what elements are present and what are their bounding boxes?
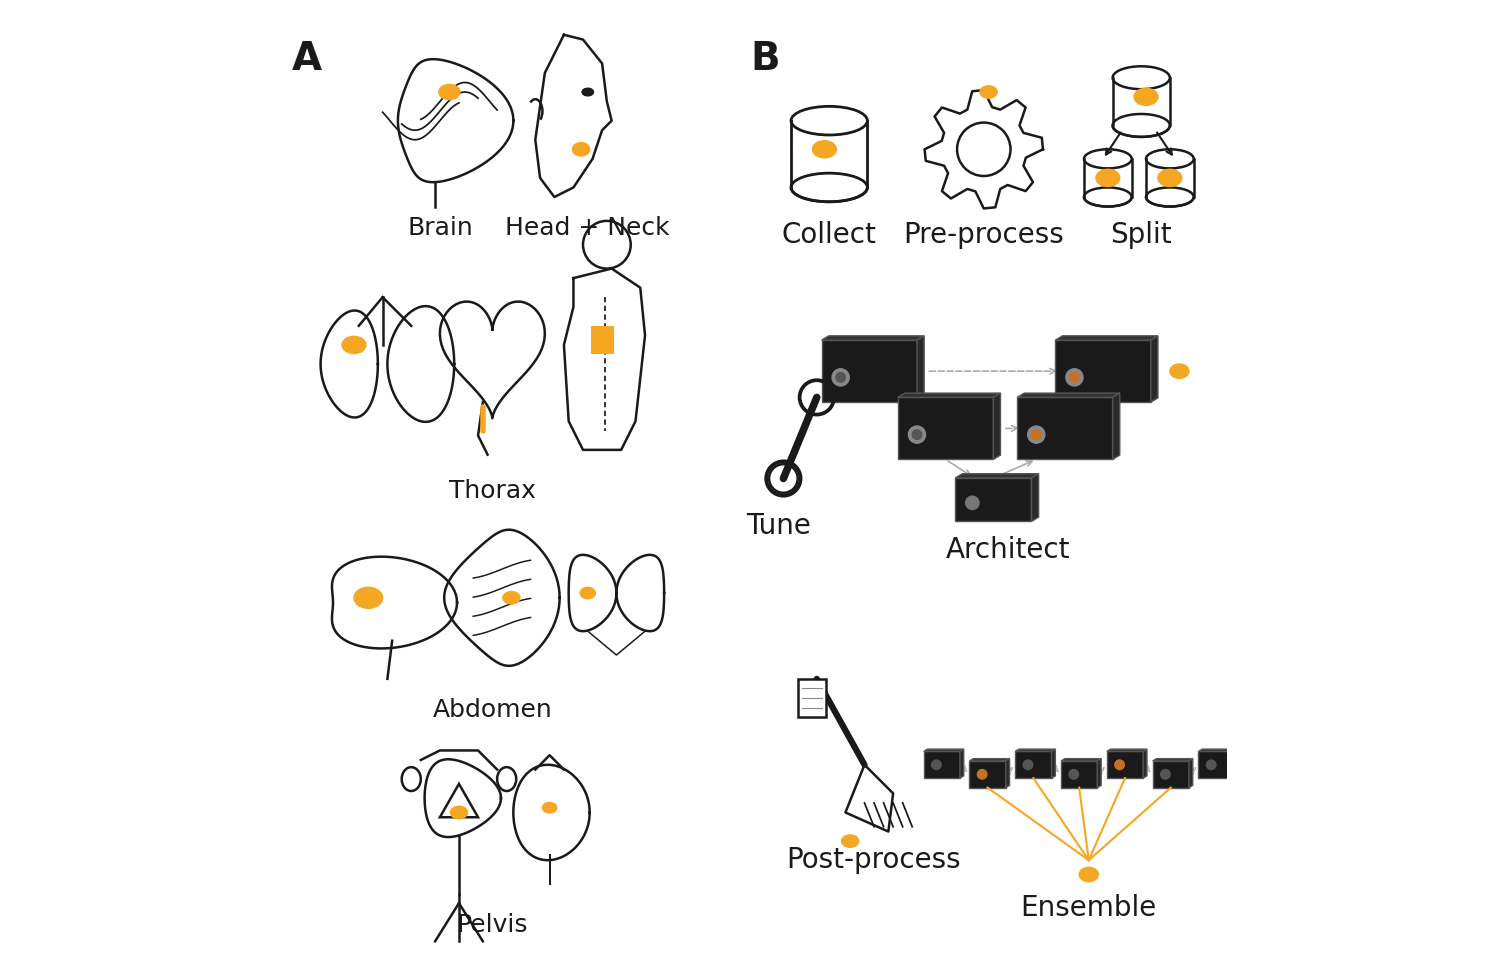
Polygon shape (1052, 749, 1056, 778)
Polygon shape (969, 761, 1005, 788)
Text: Pelvis: Pelvis (456, 913, 528, 937)
Ellipse shape (503, 591, 520, 604)
Text: Abdomen: Abdomen (432, 698, 552, 722)
Bar (591, 325, 613, 354)
Ellipse shape (1158, 169, 1182, 187)
Polygon shape (1016, 749, 1056, 751)
Polygon shape (924, 749, 963, 751)
Ellipse shape (980, 86, 998, 99)
Ellipse shape (1023, 760, 1032, 769)
Polygon shape (1152, 759, 1192, 761)
Text: Architect: Architect (945, 536, 1070, 564)
Text: B: B (750, 39, 780, 78)
Ellipse shape (842, 835, 860, 847)
Ellipse shape (1032, 430, 1041, 439)
Ellipse shape (1070, 372, 1078, 382)
Text: Tune: Tune (746, 512, 812, 540)
Polygon shape (1016, 751, 1052, 778)
Polygon shape (822, 340, 916, 402)
Ellipse shape (354, 588, 382, 609)
Polygon shape (1056, 340, 1150, 402)
Ellipse shape (1114, 760, 1125, 769)
Polygon shape (1017, 397, 1113, 459)
Text: Ensemble: Ensemble (1020, 894, 1156, 922)
Polygon shape (1098, 759, 1101, 788)
Polygon shape (924, 751, 960, 778)
Ellipse shape (573, 143, 590, 156)
Polygon shape (1113, 393, 1120, 459)
Ellipse shape (813, 141, 837, 158)
Text: Split: Split (1110, 221, 1172, 249)
Ellipse shape (440, 84, 460, 100)
Polygon shape (1005, 759, 1010, 788)
Ellipse shape (912, 430, 922, 439)
Ellipse shape (342, 336, 366, 353)
Bar (1084, 159, 1131, 197)
Polygon shape (1150, 336, 1158, 402)
Polygon shape (956, 478, 1032, 522)
Polygon shape (1234, 749, 1239, 778)
Ellipse shape (833, 368, 849, 386)
Polygon shape (1017, 393, 1120, 397)
Ellipse shape (582, 88, 594, 96)
Text: A: A (292, 39, 322, 78)
Polygon shape (960, 749, 963, 778)
Polygon shape (916, 336, 924, 402)
Ellipse shape (1070, 769, 1078, 779)
Ellipse shape (1161, 769, 1170, 779)
Polygon shape (1107, 751, 1143, 778)
Polygon shape (898, 397, 993, 459)
Polygon shape (1056, 336, 1158, 340)
Ellipse shape (1066, 368, 1083, 386)
Text: Thorax: Thorax (448, 478, 536, 502)
Polygon shape (1198, 751, 1234, 778)
Polygon shape (969, 759, 1010, 761)
Text: Head + Neck: Head + Neck (506, 216, 670, 240)
Bar (790, 121, 867, 188)
Text: Post-process: Post-process (786, 846, 962, 874)
Bar (1113, 78, 1170, 125)
Ellipse shape (450, 807, 468, 818)
Polygon shape (1143, 749, 1148, 778)
Ellipse shape (1206, 760, 1216, 769)
Ellipse shape (978, 769, 987, 779)
Polygon shape (822, 336, 924, 340)
Polygon shape (993, 393, 1000, 459)
Bar (798, 679, 826, 717)
Polygon shape (898, 393, 1001, 397)
Text: Brain: Brain (406, 216, 472, 240)
Text: Collect: Collect (782, 221, 876, 249)
Polygon shape (1152, 761, 1190, 788)
Text: Pre-process: Pre-process (903, 221, 1064, 249)
Ellipse shape (580, 588, 596, 599)
Polygon shape (1107, 749, 1148, 751)
Ellipse shape (1134, 88, 1158, 105)
Ellipse shape (543, 803, 556, 812)
Ellipse shape (1096, 169, 1120, 187)
Ellipse shape (932, 760, 940, 769)
Polygon shape (956, 474, 1038, 478)
Ellipse shape (1078, 867, 1098, 881)
Polygon shape (1190, 759, 1192, 788)
Polygon shape (1198, 749, 1239, 751)
Ellipse shape (909, 426, 926, 443)
Polygon shape (1060, 761, 1098, 788)
Polygon shape (1032, 474, 1038, 522)
Ellipse shape (836, 372, 846, 382)
Bar (1146, 159, 1194, 197)
Ellipse shape (1170, 364, 1190, 378)
Polygon shape (1060, 759, 1101, 761)
Ellipse shape (966, 496, 980, 509)
Ellipse shape (1028, 426, 1045, 443)
